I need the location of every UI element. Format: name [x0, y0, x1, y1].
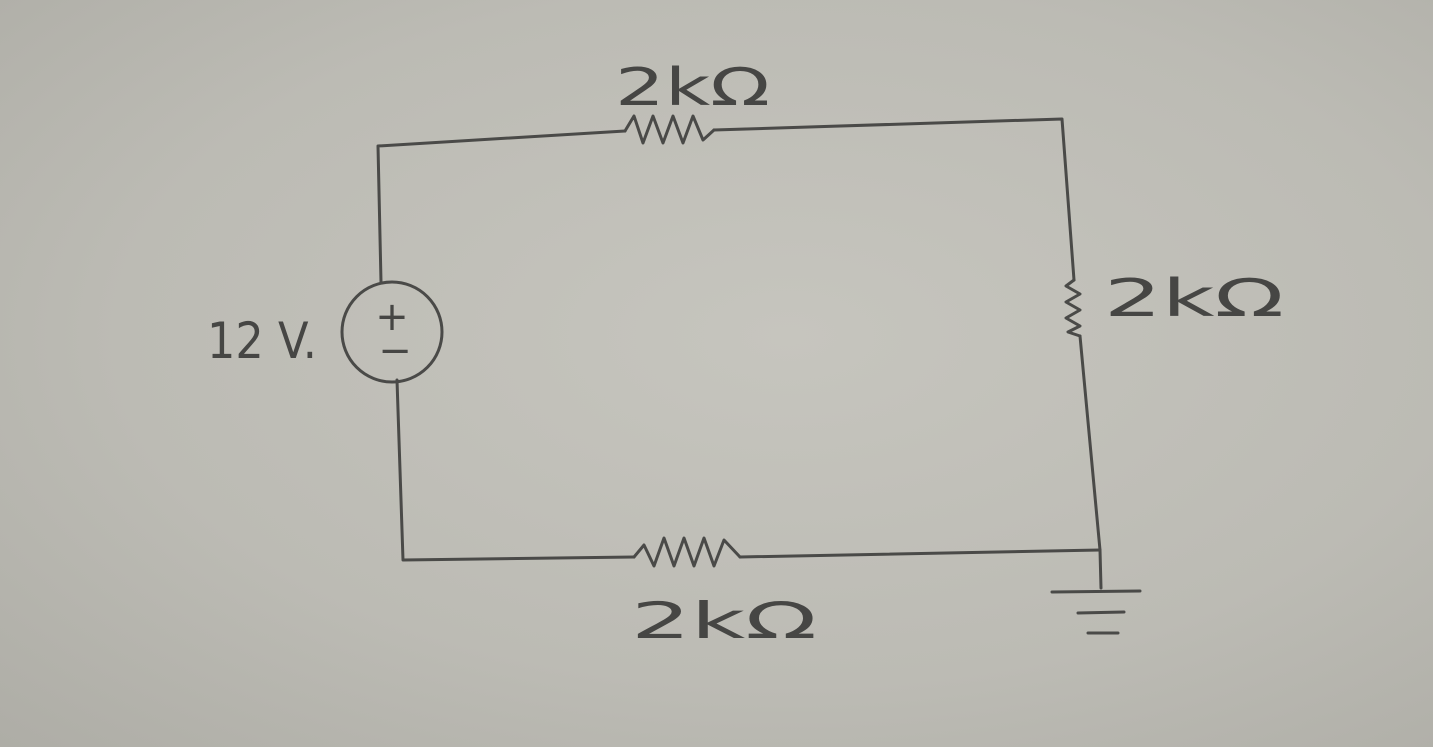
source-plus-sign: + [375, 294, 409, 340]
top-resistor-symbol [623, 114, 716, 145]
wire-ground-bottom [738, 548, 1102, 559]
wire-right-ground [1078, 334, 1102, 552]
top-resistor-label: 2kΩ [615, 58, 770, 118]
right-resistor-label: 2kΩ [1104, 269, 1284, 329]
voltage-source-circle [340, 280, 444, 384]
source-voltage-label: 12 V. [207, 312, 317, 370]
source-minus-sign: − [378, 328, 412, 374]
bottom-resistor-symbol [632, 536, 742, 568]
ground-icon [1050, 548, 1142, 635]
bottom-resistor-label: 2kΩ [631, 592, 817, 650]
wire-top-right [712, 117, 1076, 282]
voltage-source: + − [340, 280, 444, 384]
wire-source-top [376, 129, 627, 284]
right-resistor-symbol [1064, 278, 1082, 338]
wire-bottom-source [395, 378, 636, 562]
